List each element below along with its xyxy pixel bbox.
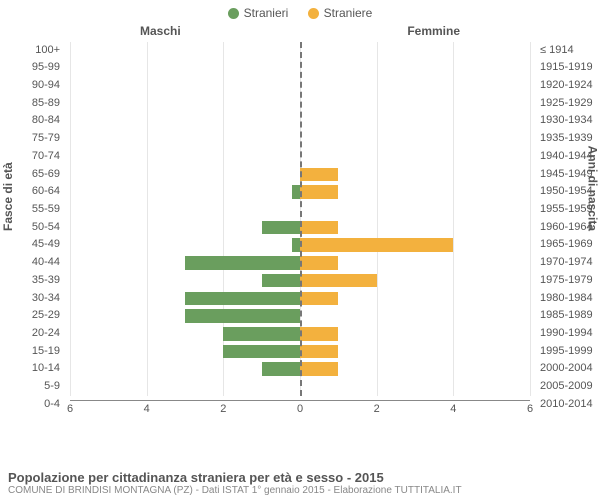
bar-male: [185, 292, 300, 306]
gridline: [530, 42, 531, 396]
year-label: 1975-1979: [540, 272, 593, 290]
bar-female: [300, 256, 338, 270]
age-label: 85-89: [32, 95, 60, 113]
plot-area: [70, 42, 530, 396]
legend-item-m: Stranieri: [228, 6, 289, 20]
x-tick-label: 4: [450, 403, 456, 415]
age-label: 25-29: [32, 307, 60, 325]
bar-female: [300, 327, 338, 341]
year-label: 2010-2014: [540, 396, 593, 414]
year-label: 1940-1944: [540, 148, 593, 166]
age-label: 0-4: [44, 396, 60, 414]
year-label: 1930-1934: [540, 112, 593, 130]
legend-label-m: Stranieri: [244, 6, 289, 20]
pyramid-chart: Maschi Femmine Fasce di età Anni di nasc…: [0, 24, 600, 424]
bar-female: [300, 221, 338, 235]
age-label: 90-94: [32, 77, 60, 95]
legend: Stranieri Straniere: [0, 0, 600, 24]
bar-female: [300, 168, 338, 182]
age-label: 35-39: [32, 272, 60, 290]
age-label: 55-59: [32, 201, 60, 219]
center-line: [300, 42, 302, 396]
year-label: ≤ 1914: [540, 42, 574, 60]
header-maschi: Maschi: [140, 24, 181, 38]
year-label: 2005-2009: [540, 378, 593, 396]
age-label: 65-69: [32, 166, 60, 184]
year-label: 1980-1984: [540, 290, 593, 308]
column-headers: Maschi Femmine: [0, 24, 600, 42]
x-tick-label: 2: [374, 403, 380, 415]
year-label: 1955-1959: [540, 201, 593, 219]
legend-swatch-f: [308, 8, 319, 19]
chart-subtitle: COMUNE DI BRINDISI MONTAGNA (PZ) - Dati …: [8, 485, 592, 496]
bar-female: [300, 185, 338, 199]
age-label: 95-99: [32, 59, 60, 77]
bar-female: [300, 292, 338, 306]
year-label: 1915-1919: [540, 59, 593, 77]
year-label: 1990-1994: [540, 325, 593, 343]
bar-male: [262, 274, 300, 288]
age-label: 30-34: [32, 290, 60, 308]
year-label: 1985-1989: [540, 307, 593, 325]
bar-female: [300, 362, 338, 376]
x-tick-label: 6: [527, 403, 533, 415]
chart-title: Popolazione per cittadinanza straniera p…: [8, 470, 592, 485]
year-label: 1920-1924: [540, 77, 593, 95]
bar-male: [292, 238, 300, 252]
year-label: 1965-1969: [540, 236, 593, 254]
year-label: 1945-1949: [540, 166, 593, 184]
year-label: 1995-1999: [540, 343, 593, 361]
x-tick-label: 2: [220, 403, 226, 415]
x-axis: 6 4 2 0 2 4 6: [70, 400, 530, 424]
year-label: 2000-2004: [540, 360, 593, 378]
footer: Popolazione per cittadinanza straniera p…: [8, 470, 592, 496]
bar-male: [185, 309, 300, 323]
year-label: 1970-1974: [540, 254, 593, 272]
age-label: 15-19: [32, 343, 60, 361]
age-label: 45-49: [32, 236, 60, 254]
bar-male: [262, 221, 300, 235]
year-label: 1950-1954: [540, 183, 593, 201]
bar-male: [292, 185, 300, 199]
year-label: 1960-1964: [540, 219, 593, 237]
y-axis-year: ≤ 19141915-19191920-19241925-19291930-19…: [534, 42, 600, 414]
age-label: 75-79: [32, 130, 60, 148]
bar-male: [262, 362, 300, 376]
age-label: 5-9: [44, 378, 60, 396]
x-tick-label: 4: [144, 403, 150, 415]
bar-male: [223, 327, 300, 341]
header-femmine: Femmine: [407, 24, 460, 38]
age-label: 50-54: [32, 219, 60, 237]
year-label: 1935-1939: [540, 130, 593, 148]
year-label: 1925-1929: [540, 95, 593, 113]
bar-female: [300, 345, 338, 359]
age-label: 10-14: [32, 360, 60, 378]
bar-male: [185, 256, 300, 270]
bar-female: [300, 274, 377, 288]
x-tick-label: 6: [67, 403, 73, 415]
bar-male: [223, 345, 300, 359]
age-label: 70-74: [32, 148, 60, 166]
age-label: 60-64: [32, 183, 60, 201]
y-axis-age: 100+95-9990-9485-8980-8475-7970-7465-696…: [0, 42, 66, 414]
legend-item-f: Straniere: [308, 6, 373, 20]
legend-swatch-m: [228, 8, 239, 19]
age-label: 20-24: [32, 325, 60, 343]
age-label: 80-84: [32, 112, 60, 130]
age-label: 40-44: [32, 254, 60, 272]
bar-female: [300, 238, 453, 252]
age-label: 100+: [35, 42, 60, 60]
legend-label-f: Straniere: [324, 6, 373, 20]
x-tick-label: 0: [297, 403, 303, 415]
